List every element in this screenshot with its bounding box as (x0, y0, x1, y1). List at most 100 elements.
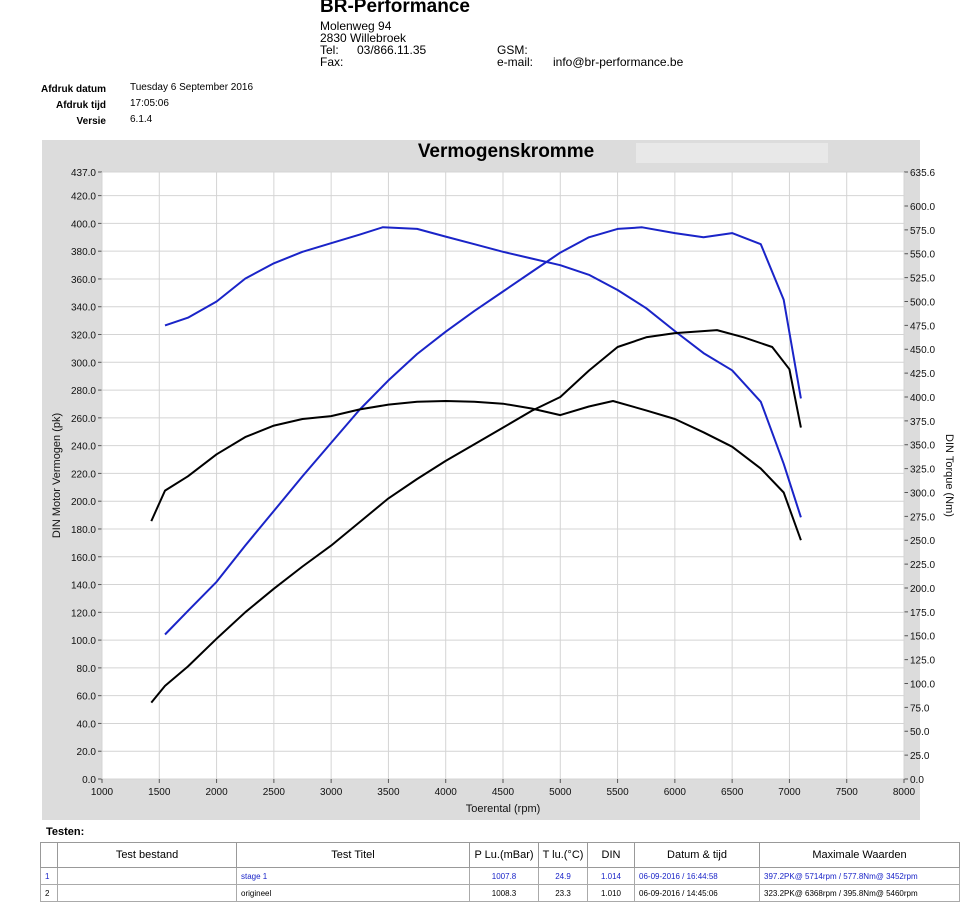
y-tick-label: 400.0 (71, 219, 96, 230)
table-row[interactable]: 2 origineel 1008.3 23.3 1.010 06-09-2016… (40, 884, 960, 902)
y-tick-label: 200.0 (71, 497, 96, 508)
series-line-2 (164, 226, 802, 518)
y2-axis-label: DIN Torque (Nm) (943, 434, 955, 517)
y2-tick-label: 525.0 (910, 274, 935, 285)
row-temp: 24.9 (538, 867, 588, 885)
x-tick-label: 6000 (664, 787, 687, 798)
y-tick-label: 340.0 (71, 303, 96, 314)
col-header-file: Test bestand (57, 842, 237, 868)
x-tick-label: 6500 (721, 787, 744, 798)
col-header-max: Maximale Waarden (759, 842, 960, 868)
y-tick-label: 0.0 (82, 775, 96, 786)
y-tick-label: 437.0 (71, 168, 96, 179)
y2-tick-label: 0.0 (910, 775, 924, 786)
company-name: BR-Performance (320, 0, 470, 17)
y-tick-label: 20.0 (77, 747, 97, 758)
row-file (57, 867, 237, 885)
row-datetime: 06-09-2016 / 16:44:58 (634, 867, 760, 885)
gsm-label: GSM: (497, 43, 528, 57)
version-label: Versie (76, 116, 106, 127)
y2-tick-label: 200.0 (910, 584, 935, 595)
y2-tick-label: 100.0 (910, 679, 935, 690)
y2-tick-label: 475.0 (910, 321, 935, 332)
series-line-3 (150, 329, 802, 704)
row-pressure: 1008.3 (469, 884, 539, 902)
y2-tick-label: 350.0 (910, 441, 935, 452)
series-line-4 (150, 400, 802, 541)
tests-header-row: Test bestand Test Titel P Lu.(mBar) T lu… (40, 842, 960, 868)
y-tick-label: 220.0 (71, 469, 96, 480)
fax-label: Fax: (320, 55, 344, 69)
y2-tick-label: 635.6 (910, 168, 935, 179)
y-axis-label: DIN Motor Vermogen (pk) (51, 413, 63, 538)
y2-tick-label: 400.0 (910, 393, 935, 404)
col-header-title: Test Titel (236, 842, 470, 868)
y-tick-label: 40.0 (77, 719, 97, 730)
company-city: 2830 Willebroek (320, 31, 407, 45)
y2-tick-label: 175.0 (910, 608, 935, 619)
y-tick-label: 360.0 (71, 275, 96, 286)
tel-value: 03/866.11.35 (357, 43, 427, 57)
y2-tick-label: 50.0 (910, 727, 930, 738)
x-tick-label: 5000 (549, 787, 572, 798)
x-tick-label: 1500 (148, 787, 171, 798)
series-line-1 (164, 226, 802, 636)
y-tick-label: 280.0 (71, 386, 96, 397)
y2-tick-label: 500.0 (910, 297, 935, 308)
x-tick-label: 2000 (205, 787, 228, 798)
title-box (636, 143, 828, 163)
x-tick-label: 1000 (91, 787, 114, 798)
y2-tick-label: 300.0 (910, 488, 935, 499)
x-tick-label: 4500 (492, 787, 515, 798)
row-max: 397.2PK@ 5714rpm / 577.8Nm@ 3452rpm (759, 867, 960, 885)
y-tick-label: 100.0 (71, 636, 96, 647)
x-axis-label: Toerental (rpm) (466, 803, 541, 815)
x-tick-label: 7000 (778, 787, 801, 798)
col-header-din: DIN (587, 842, 635, 868)
x-tick-label: 5500 (606, 787, 629, 798)
row-title: stage 1 (236, 867, 470, 885)
version-value: 6.1.4 (130, 114, 153, 125)
y2-tick-label: 75.0 (910, 703, 930, 714)
y2-tick-label: 325.0 (910, 465, 935, 476)
y2-tick-label: 600.0 (910, 202, 935, 213)
col-header-nr (40, 842, 58, 868)
row-pressure: 1007.8 (469, 867, 539, 885)
y-tick-label: 320.0 (71, 331, 96, 342)
y2-tick-label: 275.0 (910, 512, 935, 523)
company-street: Molenweg 94 (320, 19, 392, 33)
x-tick-label: 2500 (263, 787, 286, 798)
col-header-pressure: P Lu.(mBar) (469, 842, 539, 868)
y-tick-label: 60.0 (77, 692, 97, 703)
row-title: origineel (236, 884, 470, 902)
y2-tick-label: 425.0 (910, 369, 935, 380)
print-date-value: Tuesday 6 September 2016 (130, 82, 254, 93)
tel-label: Tel: (320, 43, 339, 57)
y-tick-label: 420.0 (71, 192, 96, 203)
chart-title: Vermogenskromme (417, 141, 595, 162)
email-value: info@br-performance.be (553, 55, 684, 69)
y-tick-label: 380.0 (71, 247, 96, 258)
row-temp: 23.3 (538, 884, 588, 902)
y2-tick-label: 150.0 (910, 632, 935, 643)
y-tick-label: 240.0 (71, 442, 96, 453)
x-tick-label: 4000 (435, 787, 458, 798)
email-label: e-mail: (497, 55, 534, 69)
y2-tick-label: 250.0 (910, 536, 935, 547)
print-time-label: Afdruk tijd (56, 100, 106, 111)
y-tick-label: 140.0 (71, 581, 96, 592)
table-row[interactable]: 1 stage 1 1007.8 24.9 1.014 06-09-2016 /… (40, 867, 960, 885)
row-file (57, 884, 237, 902)
col-header-temp: T lu.(°C) (538, 842, 588, 868)
y-tick-label: 80.0 (77, 664, 97, 675)
col-header-datetime: Datum & tijd (634, 842, 760, 868)
row-max: 323.2PK@ 6368rpm / 395.8Nm@ 5460rpm (759, 884, 960, 902)
y2-tick-label: 125.0 (910, 656, 935, 667)
y2-tick-label: 25.0 (910, 751, 930, 762)
x-tick-label: 3000 (320, 787, 343, 798)
y2-tick-label: 575.0 (910, 226, 935, 237)
row-nr: 2 (40, 884, 58, 902)
y2-tick-label: 375.0 (910, 417, 935, 428)
y-tick-label: 120.0 (71, 608, 96, 619)
